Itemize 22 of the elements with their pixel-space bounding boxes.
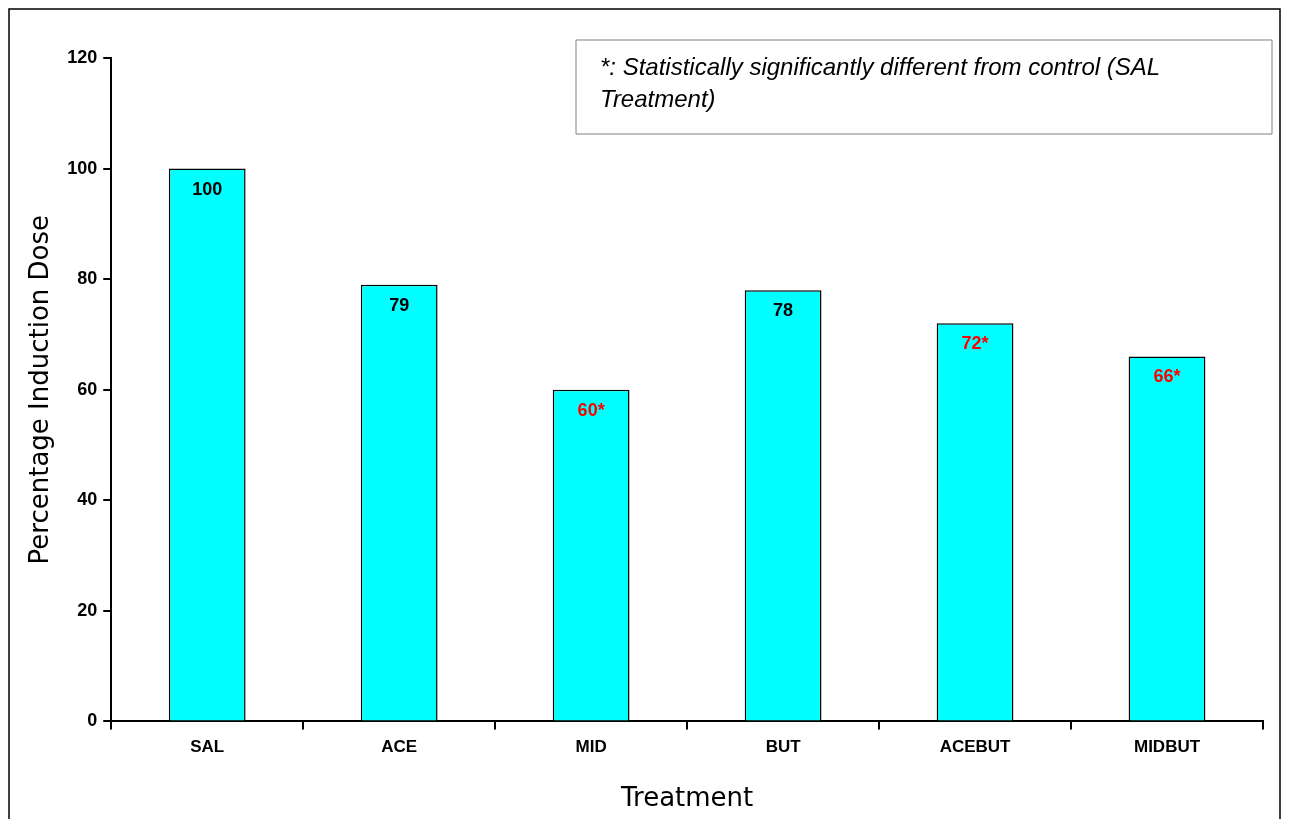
x-tick-label: ACE xyxy=(381,737,418,757)
x-tick-label: MID xyxy=(575,737,607,757)
y-tick-label: 0 xyxy=(87,710,98,731)
x-tick-label: BUT xyxy=(765,737,802,757)
x-axis-title: Treatment xyxy=(619,782,754,813)
data-label: 72* xyxy=(961,333,989,354)
annotation: *: Statistically significantly different from control (SAL Treatment) xyxy=(600,52,1161,112)
y-tick-label: 120 xyxy=(67,46,98,67)
y-tick-label: 100 xyxy=(67,157,98,178)
data-label: 100 xyxy=(192,178,223,199)
data-label: 66* xyxy=(1153,366,1181,387)
y-tick-label: 40 xyxy=(77,489,98,510)
x-tick-label: SAL xyxy=(190,737,225,757)
y-tick-label: 80 xyxy=(77,268,98,289)
y-tick-label: 20 xyxy=(77,599,98,620)
x-tick-label: MIDBUT xyxy=(1133,737,1201,757)
y-axis-title: Percentage Induction Dose xyxy=(24,214,55,565)
data-label: 79 xyxy=(389,294,410,315)
y-tick-label: 60 xyxy=(77,378,98,399)
x-tick-label: ACEBUT xyxy=(939,737,1012,757)
data-label: 60* xyxy=(577,399,605,420)
data-label: 78 xyxy=(773,300,794,321)
